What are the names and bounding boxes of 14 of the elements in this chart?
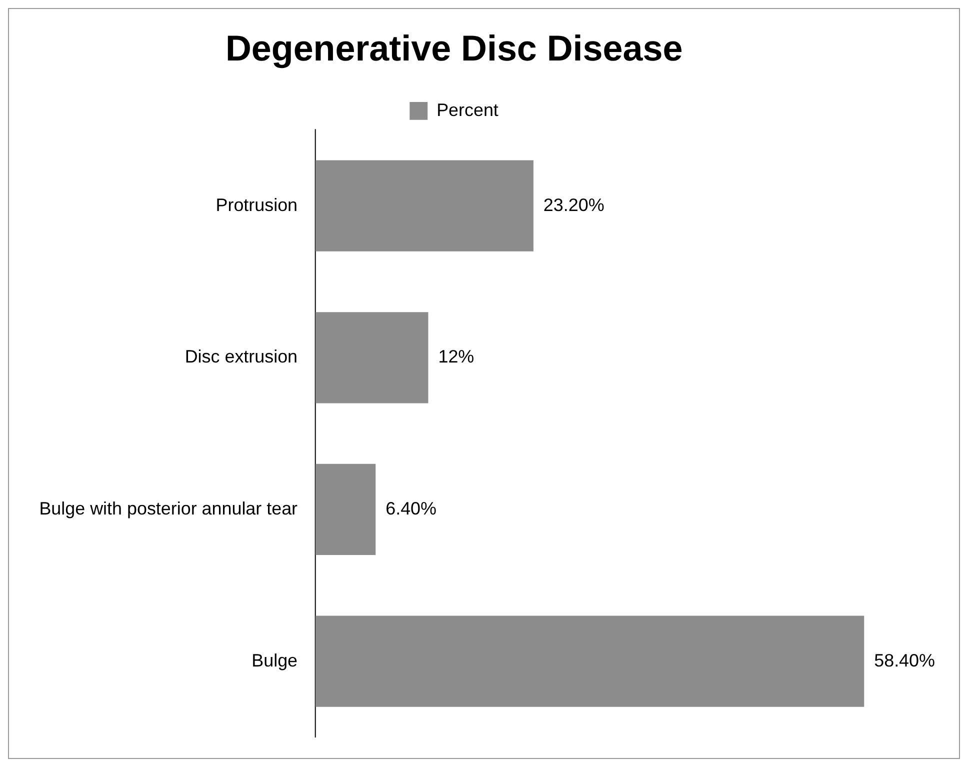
y-tick-label: Protrusion [216, 194, 298, 215]
y-tick-label: Bulge with posterior annular tear [39, 498, 298, 518]
data-label: 58.40% [874, 650, 936, 670]
y-tick-label: Bulge [252, 650, 298, 670]
bar [316, 616, 864, 707]
data-label: 12% [438, 346, 474, 367]
bar [316, 312, 428, 404]
bar [316, 464, 376, 556]
legend-label: Percent [436, 100, 498, 120]
data-label: 6.40% [386, 498, 437, 518]
y-tick-label: Disc extrusion [184, 346, 298, 367]
bar [316, 160, 534, 252]
data-label: 23.20% [543, 194, 604, 215]
chart-title: Degenerative Disc Disease [225, 27, 683, 68]
